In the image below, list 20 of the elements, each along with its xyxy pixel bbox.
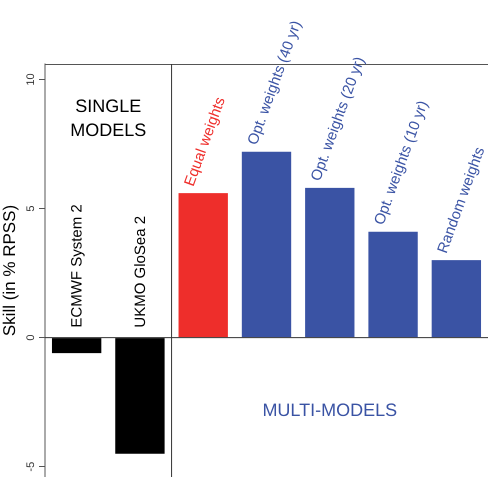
annotation: MULTI-MODELS — [262, 400, 398, 420]
x-tick-label: Opt. weights (40 yr) — [244, 18, 305, 148]
y-tick-label: 0 — [25, 334, 38, 341]
bar — [178, 193, 228, 338]
bar — [115, 338, 165, 454]
x-tick-label: Opt. weights (10 yr) — [370, 98, 432, 228]
y-tick-label: 5 — [25, 205, 38, 212]
annotation: SINGLE MODELS — [70, 96, 146, 140]
x-tick-label: Equal weights — [181, 94, 229, 188]
bar — [52, 338, 102, 354]
y-tick-label: 10 — [25, 73, 38, 86]
bar — [368, 232, 418, 338]
x-tick-label: UKMO GloSea 2 — [132, 216, 149, 328]
bar — [432, 260, 482, 338]
x-tick-label: Opt. weights (20 yr) — [308, 54, 368, 184]
bar — [242, 152, 292, 338]
y-axis-title: Skill (in % RPSS) — [0, 204, 19, 336]
bar — [305, 188, 354, 338]
y-tick-label: -5 — [25, 462, 38, 472]
x-tick-label: ECMWF System 2 — [68, 204, 86, 328]
